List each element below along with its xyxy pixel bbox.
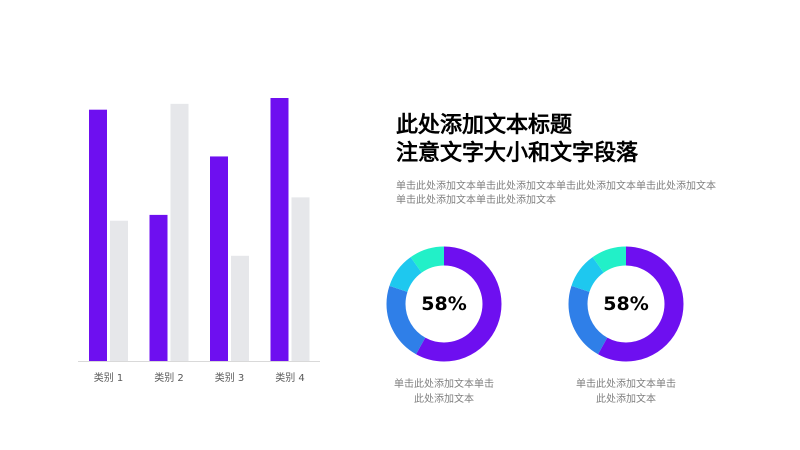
bar-series-1-category-2 [149,214,168,361]
page-title: 此处添加文本标题 注意文字大小和文字段落 [396,112,638,168]
bar-series-1-category-1 [89,109,107,361]
donut-2-segment-2 [568,246,684,362]
bar-chart: 类别 1 类别 2 类别 3 类别 4 [78,98,320,384]
donut-1-segment-2 [386,246,502,362]
donut-chart-1: 58% [380,240,508,368]
x-tick-label-3: 类别 3 [215,371,245,384]
x-tick-label-4: 类别 4 [275,371,305,384]
bar-series-2-category-4 [291,197,310,361]
donut-chart-2: 58% [562,240,690,368]
x-tick-label-2: 类别 2 [154,371,184,384]
donut-caption-1-line-1: 单击此处添加文本单击 [394,379,494,390]
bar-series-1-category-4 [270,98,289,361]
x-tick-labels: 类别 1 类别 2 类别 3 类别 4 [94,371,305,384]
bar-series-1-category-3 [210,156,228,361]
donut-caption-2: 单击此处添加文本单击 此处添加文本 [551,377,701,407]
donut-ring-1 [386,246,502,362]
donut-ring-2 [568,246,684,362]
subtitle-line-2: 单击此处添加文本单击此处添加文本 [396,195,556,206]
donut-caption-2-line-2: 此处添加文本 [596,394,656,405]
donut-caption-2-line-1: 单击此处添加文本单击 [576,379,676,390]
subtitle-text: 单击此处添加文本单击此处添加文本单击此处添加文本单击此处添加文本 单击此处添加文… [396,180,736,208]
subtitle-line-1: 单击此处添加文本单击此处添加文本单击此处添加文本单击此处添加文本 [396,181,716,192]
donut-value-2: 58% [603,293,649,315]
title-line-1: 此处添加文本标题 [396,113,573,138]
bar-series-2-category-1 [110,220,128,361]
title-line-2: 注意文字大小和文字段落 [396,141,639,166]
x-tick-label-1: 类别 1 [94,371,124,384]
bar-series-2-category-3 [231,255,249,361]
bars-group [89,98,310,361]
donut-1-segment-4 [386,246,502,362]
donut-caption-1-line-2: 此处添加文本 [414,394,474,405]
donut-value-1: 58% [421,293,467,315]
donut-2-segment-4 [568,246,684,362]
bar-series-2-category-2 [170,103,189,361]
donut-caption-1: 单击此处添加文本单击 此处添加文本 [369,377,519,407]
